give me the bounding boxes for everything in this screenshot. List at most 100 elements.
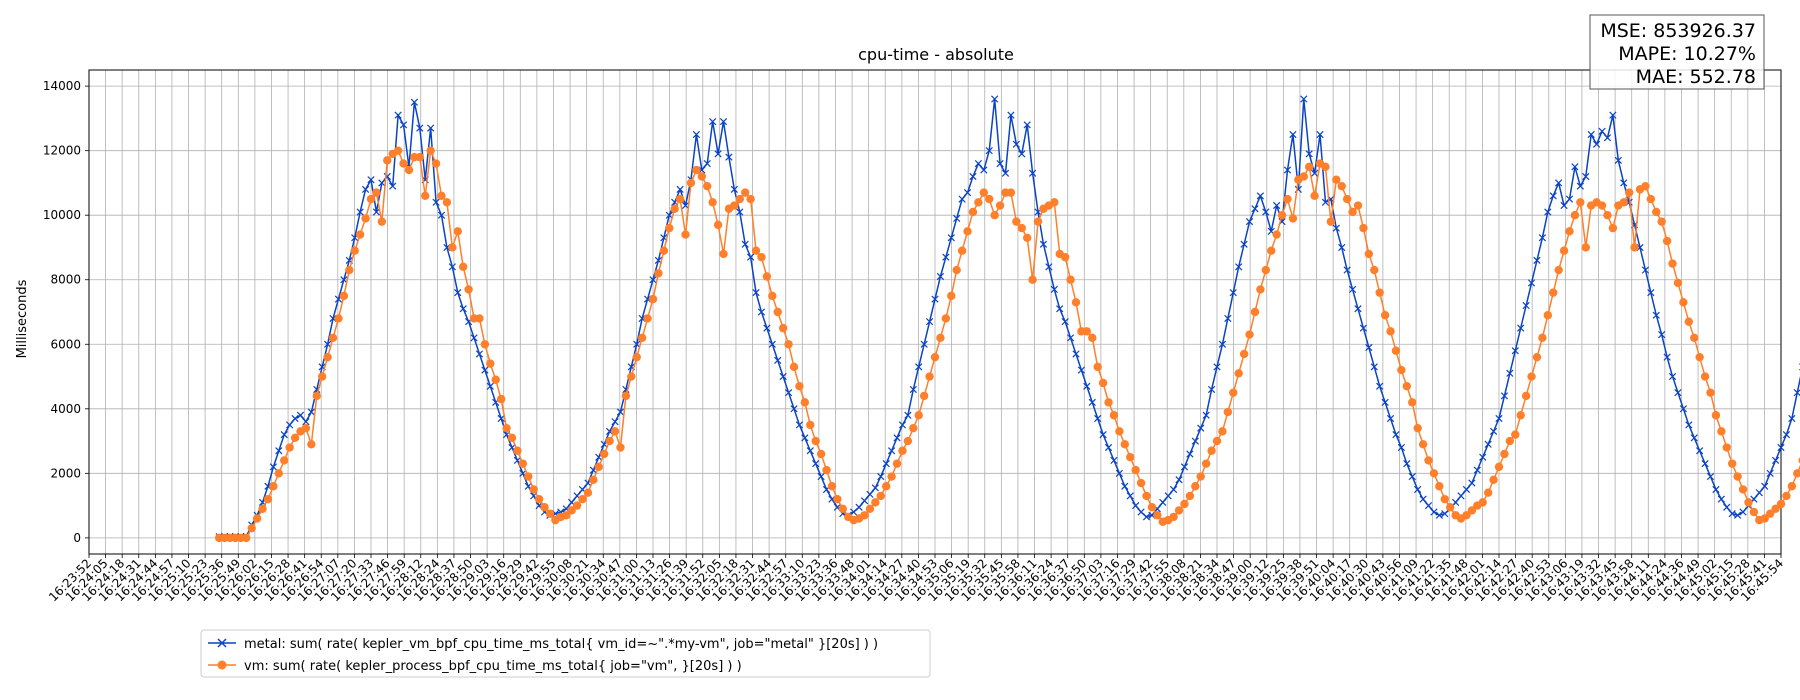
data-point bbox=[1733, 511, 1742, 519]
data-point bbox=[1159, 498, 1167, 506]
data-point bbox=[1251, 205, 1259, 213]
data-point bbox=[752, 289, 760, 297]
data-point bbox=[838, 504, 848, 514]
data-point bbox=[1229, 388, 1238, 397]
x-axis: 16:23:5216:24:0516:24:1816:24:3116:24:44… bbox=[46, 554, 1786, 604]
data-point bbox=[746, 253, 755, 261]
data-point bbox=[1462, 485, 1471, 494]
data-point bbox=[1592, 140, 1601, 148]
data-point bbox=[703, 181, 712, 191]
data-point bbox=[328, 333, 338, 343]
data-point bbox=[1657, 217, 1666, 226]
data-point bbox=[1235, 263, 1243, 271]
data-point bbox=[806, 420, 815, 430]
data-point bbox=[779, 372, 787, 381]
data-point bbox=[1218, 427, 1227, 436]
data-point bbox=[968, 207, 978, 217]
data-point bbox=[1435, 511, 1443, 519]
data-point bbox=[296, 411, 305, 419]
data-point bbox=[1538, 333, 1547, 343]
data-point bbox=[1624, 188, 1634, 197]
data-point bbox=[1289, 130, 1297, 139]
data-point bbox=[941, 314, 951, 323]
data-point bbox=[980, 166, 988, 174]
data-point bbox=[1467, 506, 1477, 515]
data-point bbox=[1223, 407, 1233, 417]
data-point bbox=[1668, 372, 1677, 381]
data-point bbox=[816, 449, 826, 459]
data-point bbox=[1338, 243, 1346, 252]
data-point bbox=[611, 418, 619, 426]
data-point bbox=[670, 204, 679, 213]
data-point bbox=[1527, 279, 1536, 287]
data-point bbox=[1532, 352, 1542, 362]
data-point bbox=[1533, 256, 1541, 264]
data-point bbox=[1056, 305, 1064, 313]
data-point bbox=[361, 185, 370, 194]
data-point bbox=[957, 246, 967, 255]
data-point bbox=[1500, 392, 1509, 400]
data-point bbox=[1060, 252, 1070, 262]
data-point bbox=[735, 194, 744, 204]
data-point bbox=[1380, 311, 1390, 320]
data-point bbox=[1018, 150, 1026, 158]
data-point bbox=[947, 234, 955, 242]
data-point bbox=[1180, 463, 1189, 471]
data-point bbox=[1554, 265, 1563, 275]
data-point bbox=[1110, 456, 1118, 465]
data-point bbox=[751, 246, 761, 255]
data-point bbox=[865, 504, 875, 514]
y-tick-label: 6000 bbox=[50, 337, 81, 351]
data-point bbox=[545, 509, 555, 518]
data-point bbox=[1505, 436, 1515, 446]
data-point bbox=[936, 272, 945, 281]
data-point bbox=[1603, 134, 1612, 142]
data-point bbox=[953, 214, 961, 223]
data-point bbox=[811, 436, 820, 446]
data-point bbox=[1457, 492, 1465, 500]
data-point bbox=[1131, 465, 1140, 475]
data-point bbox=[416, 124, 424, 132]
data-point bbox=[1717, 427, 1726, 436]
data-point bbox=[1641, 181, 1650, 191]
data-point bbox=[1098, 378, 1108, 388]
data-point bbox=[334, 314, 343, 323]
data-point bbox=[675, 194, 685, 204]
data-point bbox=[507, 433, 517, 443]
data-point bbox=[437, 211, 446, 219]
data-point bbox=[1283, 194, 1292, 204]
data-point bbox=[1766, 469, 1774, 477]
data-point bbox=[486, 382, 494, 390]
stats-mape: MAPE: 10.27% bbox=[1618, 43, 1756, 65]
data-point bbox=[301, 423, 311, 433]
data-point bbox=[355, 230, 365, 239]
data-point bbox=[491, 375, 500, 384]
data-point bbox=[356, 208, 364, 216]
data-point bbox=[958, 195, 966, 203]
data-point bbox=[1006, 188, 1016, 197]
data-point bbox=[1587, 130, 1595, 139]
data-point bbox=[643, 314, 652, 323]
data-point bbox=[1565, 227, 1574, 236]
data-point bbox=[286, 421, 294, 429]
data-point bbox=[1109, 411, 1119, 420]
data-point bbox=[1435, 482, 1444, 491]
data-point bbox=[437, 191, 446, 201]
data-point bbox=[448, 243, 457, 252]
data-point bbox=[1652, 207, 1661, 217]
data-point bbox=[1571, 163, 1579, 171]
data-point bbox=[275, 447, 283, 455]
data-point bbox=[399, 159, 408, 168]
data-point bbox=[1619, 198, 1628, 207]
data-point bbox=[876, 491, 885, 501]
data-point bbox=[1690, 333, 1699, 343]
data-point bbox=[1332, 175, 1341, 184]
data-point bbox=[1403, 460, 1411, 468]
data-point bbox=[806, 447, 814, 455]
data-point bbox=[1521, 391, 1531, 401]
data-point bbox=[1343, 266, 1351, 274]
data-point bbox=[345, 265, 354, 275]
data-point bbox=[1391, 346, 1401, 355]
data-point bbox=[269, 482, 278, 491]
data-point bbox=[773, 307, 782, 317]
